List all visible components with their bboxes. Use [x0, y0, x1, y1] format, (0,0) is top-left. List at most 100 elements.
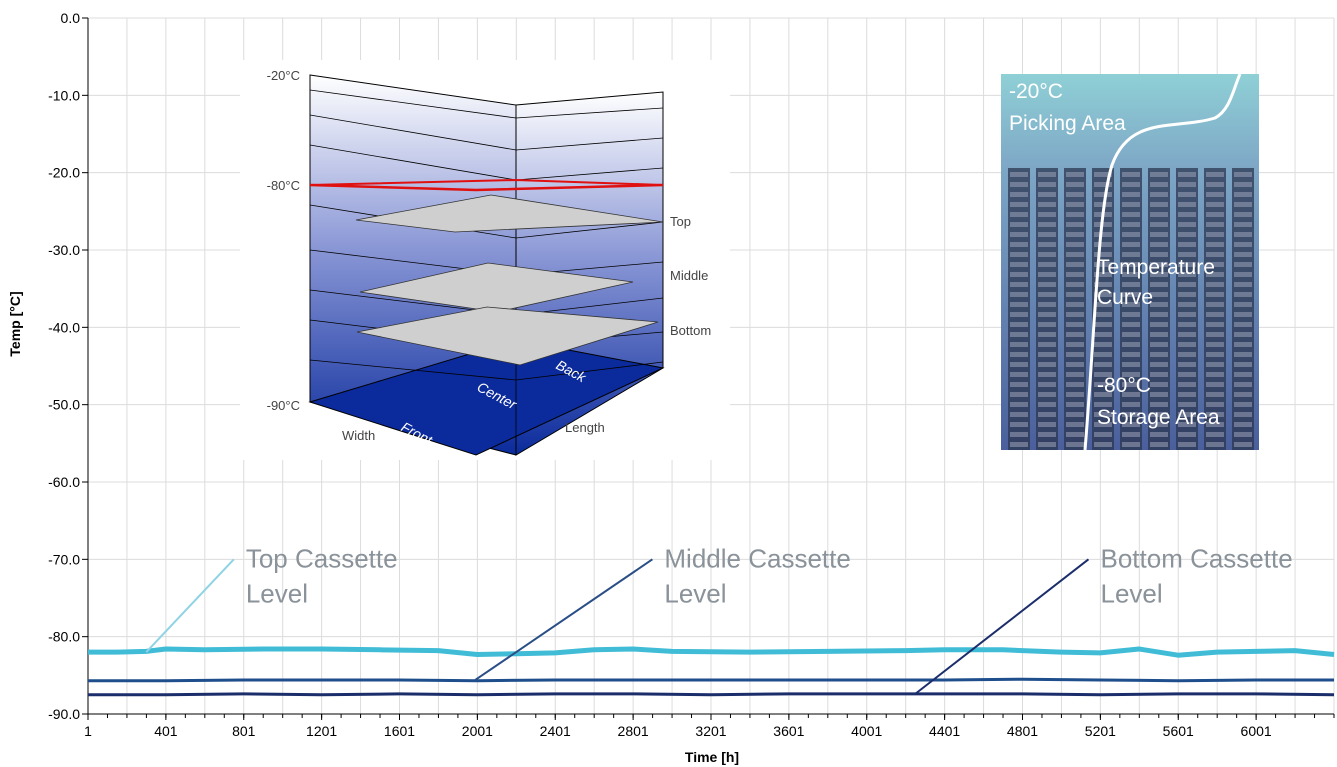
callout-label-3: Bottom Cassette — [1100, 543, 1292, 573]
rack-slot — [1094, 362, 1112, 367]
rack-slot — [1234, 382, 1252, 387]
rack-slot — [1206, 302, 1224, 307]
rack-slot — [1122, 222, 1140, 227]
rack-slot — [1234, 282, 1252, 287]
rack-slot — [1094, 332, 1112, 337]
rack-slot — [1150, 442, 1168, 447]
rack-slot — [1010, 262, 1028, 267]
rack-slot — [1178, 342, 1196, 347]
rack-slot — [1066, 442, 1084, 447]
rack-slot — [1094, 312, 1112, 317]
rack-slot — [1122, 232, 1140, 237]
rack-slot — [1066, 312, 1084, 317]
rack-slot — [1150, 172, 1168, 177]
x-tick-label: 801 — [232, 723, 256, 739]
rack-slot — [1234, 352, 1252, 357]
rack-slot — [1038, 402, 1056, 407]
rack-slot — [1038, 392, 1056, 397]
rack-slot — [1234, 182, 1252, 187]
callout-leader-1 — [146, 559, 234, 652]
rack-slot — [1234, 212, 1252, 217]
y-tick-label: -40.0 — [48, 319, 80, 335]
rack-slot — [1066, 432, 1084, 437]
rack-slot — [1150, 242, 1168, 247]
series-line-2 — [88, 679, 1334, 681]
rack-slot — [1206, 232, 1224, 237]
y-tick-label: -80.0 — [48, 629, 80, 645]
inset-axis-width: Width — [342, 428, 375, 443]
x-tick-label: 2001 — [462, 723, 493, 739]
rack-slot — [1066, 402, 1084, 407]
rack-slot — [1122, 312, 1140, 317]
rack-slot — [1234, 302, 1252, 307]
rack-slot — [1010, 432, 1028, 437]
photo-bottom-label: Storage Area — [1097, 406, 1220, 429]
rack-column — [1064, 168, 1086, 450]
x-tick-label: 3201 — [695, 723, 726, 739]
rack-slot — [1066, 242, 1084, 247]
callout-label-3: Level — [1100, 578, 1162, 608]
inset-level-top: Top — [670, 214, 691, 229]
rack-slot — [1038, 442, 1056, 447]
rack-slot — [1038, 252, 1056, 257]
rack-slot — [1010, 282, 1028, 287]
rack-slot — [1206, 192, 1224, 197]
inset-level-bottom: Bottom — [670, 323, 711, 338]
inset-temp-bottom: -90°C — [267, 398, 300, 413]
rack-slot — [1234, 332, 1252, 337]
rack-slot — [1066, 372, 1084, 377]
rack-slot — [1038, 212, 1056, 217]
rack-slot — [1234, 432, 1252, 437]
x-tick-label: 3601 — [773, 723, 804, 739]
rack-slot — [1010, 202, 1028, 207]
rack-slot — [1206, 372, 1224, 377]
rack-slot — [1038, 172, 1056, 177]
rack-slot — [1122, 212, 1140, 217]
y-tick-label: 0.0 — [61, 10, 81, 26]
x-tick-label: 5601 — [1163, 723, 1194, 739]
y-tick-label: -30.0 — [48, 242, 80, 258]
rack-slot — [1234, 312, 1252, 317]
callout-leader-3 — [915, 559, 1088, 694]
rack-slot — [1010, 322, 1028, 327]
photo-top-label: Picking Area — [1009, 112, 1126, 135]
rack-slot — [1206, 182, 1224, 187]
rack-slot — [1066, 272, 1084, 277]
rack-slot — [1010, 302, 1028, 307]
x-axis-title: Time [h] — [685, 749, 739, 765]
rack-slot — [1094, 182, 1112, 187]
rack-slot — [1038, 352, 1056, 357]
rack-slot — [1010, 372, 1028, 377]
rack-slot — [1066, 232, 1084, 237]
rack-slot — [1122, 202, 1140, 207]
y-tick-label: -60.0 — [48, 474, 80, 490]
rack-column — [1008, 168, 1030, 450]
y-tick-label: -90.0 — [48, 706, 80, 722]
rack-slot — [1038, 262, 1056, 267]
rack-slot — [1122, 322, 1140, 327]
photo-bottom-temp: -80°C — [1097, 374, 1151, 397]
rack-slot — [1150, 222, 1168, 227]
callout-label-1: Level — [246, 578, 308, 608]
rack-slot — [1038, 312, 1056, 317]
photo-curve-label-1: Temperature — [1097, 256, 1215, 279]
rack-slot — [1010, 382, 1028, 387]
callout-label-2: Middle Cassette — [664, 543, 850, 573]
rack-slot — [1066, 172, 1084, 177]
rack-slot — [1150, 322, 1168, 327]
rack-slot — [1066, 362, 1084, 367]
photo-curve-label-2: Curve — [1097, 286, 1153, 309]
rack-slot — [1234, 242, 1252, 247]
rack-slot — [1010, 312, 1028, 317]
x-tick-label: 401 — [154, 723, 178, 739]
rack-slot — [1234, 192, 1252, 197]
rack-slot — [1038, 292, 1056, 297]
inset-3d-diagram: -20°C -80°C -90°C Top Middle Bottom Widt… — [240, 60, 730, 460]
rack-slot — [1206, 292, 1224, 297]
rack-slot — [1234, 372, 1252, 377]
rack-slot — [1038, 282, 1056, 287]
inset-temp-mid: -80°C — [267, 178, 300, 193]
rack-slot — [1234, 172, 1252, 177]
rack-slot — [1038, 272, 1056, 277]
